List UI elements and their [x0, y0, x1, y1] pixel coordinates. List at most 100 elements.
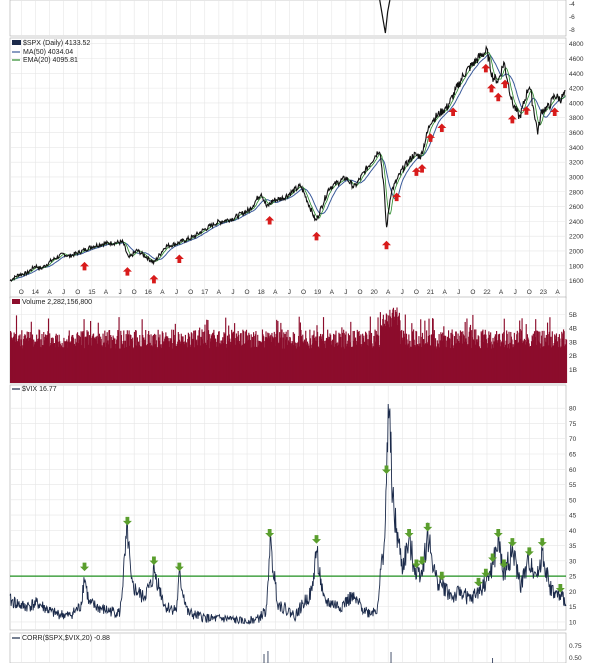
volume-bar	[294, 346, 296, 383]
volume-bar	[207, 320, 209, 383]
x-tick-label: 18	[258, 289, 266, 296]
volume-bar	[314, 337, 316, 383]
volume-bar	[200, 337, 202, 383]
volume-bar	[139, 346, 141, 383]
volume-bar	[516, 330, 518, 383]
volume-bar	[241, 345, 243, 383]
volume-bar	[88, 335, 90, 383]
volume-bar	[11, 337, 13, 383]
volume-bar	[281, 329, 283, 383]
volume-bar	[178, 339, 181, 383]
volume-bar	[192, 338, 194, 383]
volume-bar	[285, 339, 287, 383]
volume-bar	[369, 334, 371, 383]
volume-bar	[105, 335, 107, 383]
volume-bar	[535, 319, 537, 383]
price-y-tick-label: 4200	[569, 86, 584, 93]
volume-bar	[80, 331, 82, 383]
volume-bar	[85, 337, 88, 383]
volume-bar	[237, 330, 239, 383]
volume-bar	[287, 329, 289, 383]
volume-bar	[313, 330, 315, 383]
volume-bar	[388, 327, 390, 383]
volume-bar	[247, 339, 249, 383]
price-y-tick-label: 3200	[569, 160, 584, 167]
volume-bar	[55, 333, 57, 383]
volume-bar	[278, 342, 280, 383]
volume-bar	[457, 333, 459, 383]
volume-bar	[279, 337, 281, 383]
volume-bar	[500, 346, 502, 383]
volume-bar	[373, 335, 375, 383]
volume-bar	[193, 347, 195, 383]
volume-bar	[250, 334, 252, 383]
x-tick-label: O	[188, 289, 193, 296]
volume-bar	[420, 319, 422, 383]
volume-bar	[334, 344, 336, 383]
volume-bar	[20, 339, 22, 383]
volume-bar	[155, 334, 157, 383]
volume-bar	[72, 334, 74, 383]
x-tick-label: O	[527, 289, 532, 296]
volume-bar	[472, 314, 474, 383]
volume-bar	[212, 332, 214, 383]
x-tick-label: A	[499, 289, 504, 296]
volume-bar	[36, 341, 38, 383]
x-tick-label: O	[357, 289, 362, 296]
volume-bar	[452, 348, 454, 383]
volume-bar	[309, 329, 311, 383]
volume-bar	[512, 347, 514, 383]
volume-bar	[482, 342, 485, 383]
volume-bar	[340, 336, 342, 383]
x-tick-label: A	[273, 289, 278, 296]
volume-bar	[190, 346, 192, 383]
volume-bar	[241, 344, 243, 383]
volume-bar	[173, 339, 175, 383]
volume-bar	[90, 320, 92, 383]
volume-bar	[37, 339, 39, 383]
x-tick-label: 23	[540, 289, 548, 296]
volume-bar	[225, 317, 227, 383]
volume-bar	[148, 334, 150, 383]
top-y-tick-label: -6	[569, 14, 575, 21]
volume-bar	[108, 330, 111, 383]
top-indicator-panel	[9, 0, 567, 37]
volume-bar	[58, 346, 60, 383]
volume-bar	[487, 343, 489, 383]
volume-bar	[257, 340, 259, 383]
volume-bar	[266, 338, 268, 383]
volume-bar	[519, 329, 521, 383]
volume-bar	[121, 343, 123, 383]
volume-bar	[221, 340, 223, 383]
volume-bar	[243, 343, 245, 383]
volume-bar	[329, 333, 331, 383]
volume-bar	[79, 339, 81, 383]
volume-bar	[120, 330, 122, 383]
volume-bar	[375, 330, 377, 383]
volume-bar	[480, 331, 482, 383]
volume-bar	[73, 344, 75, 383]
volume-bar	[395, 311, 397, 383]
volume-bar	[146, 344, 149, 383]
buy-arrow-marker	[481, 63, 491, 73]
volume-bar	[330, 334, 332, 383]
volume-bar	[232, 332, 234, 383]
volume-bar	[168, 346, 170, 383]
volume-bar	[181, 336, 183, 383]
volume-bar	[408, 334, 410, 383]
volume-bar	[268, 333, 270, 383]
volume-bar	[225, 343, 227, 383]
volume-bar	[251, 336, 253, 383]
volume-bar	[491, 348, 493, 383]
volume-bar	[253, 332, 255, 383]
volume-bar	[514, 339, 517, 383]
volume-bar	[295, 342, 297, 383]
volume-bar	[400, 330, 402, 383]
volume-bar	[111, 339, 114, 383]
volume-bar	[282, 348, 284, 383]
volume-bar	[315, 336, 317, 383]
volume-bar	[139, 335, 141, 383]
volume-bar	[92, 334, 94, 383]
volume-bar	[229, 338, 231, 383]
